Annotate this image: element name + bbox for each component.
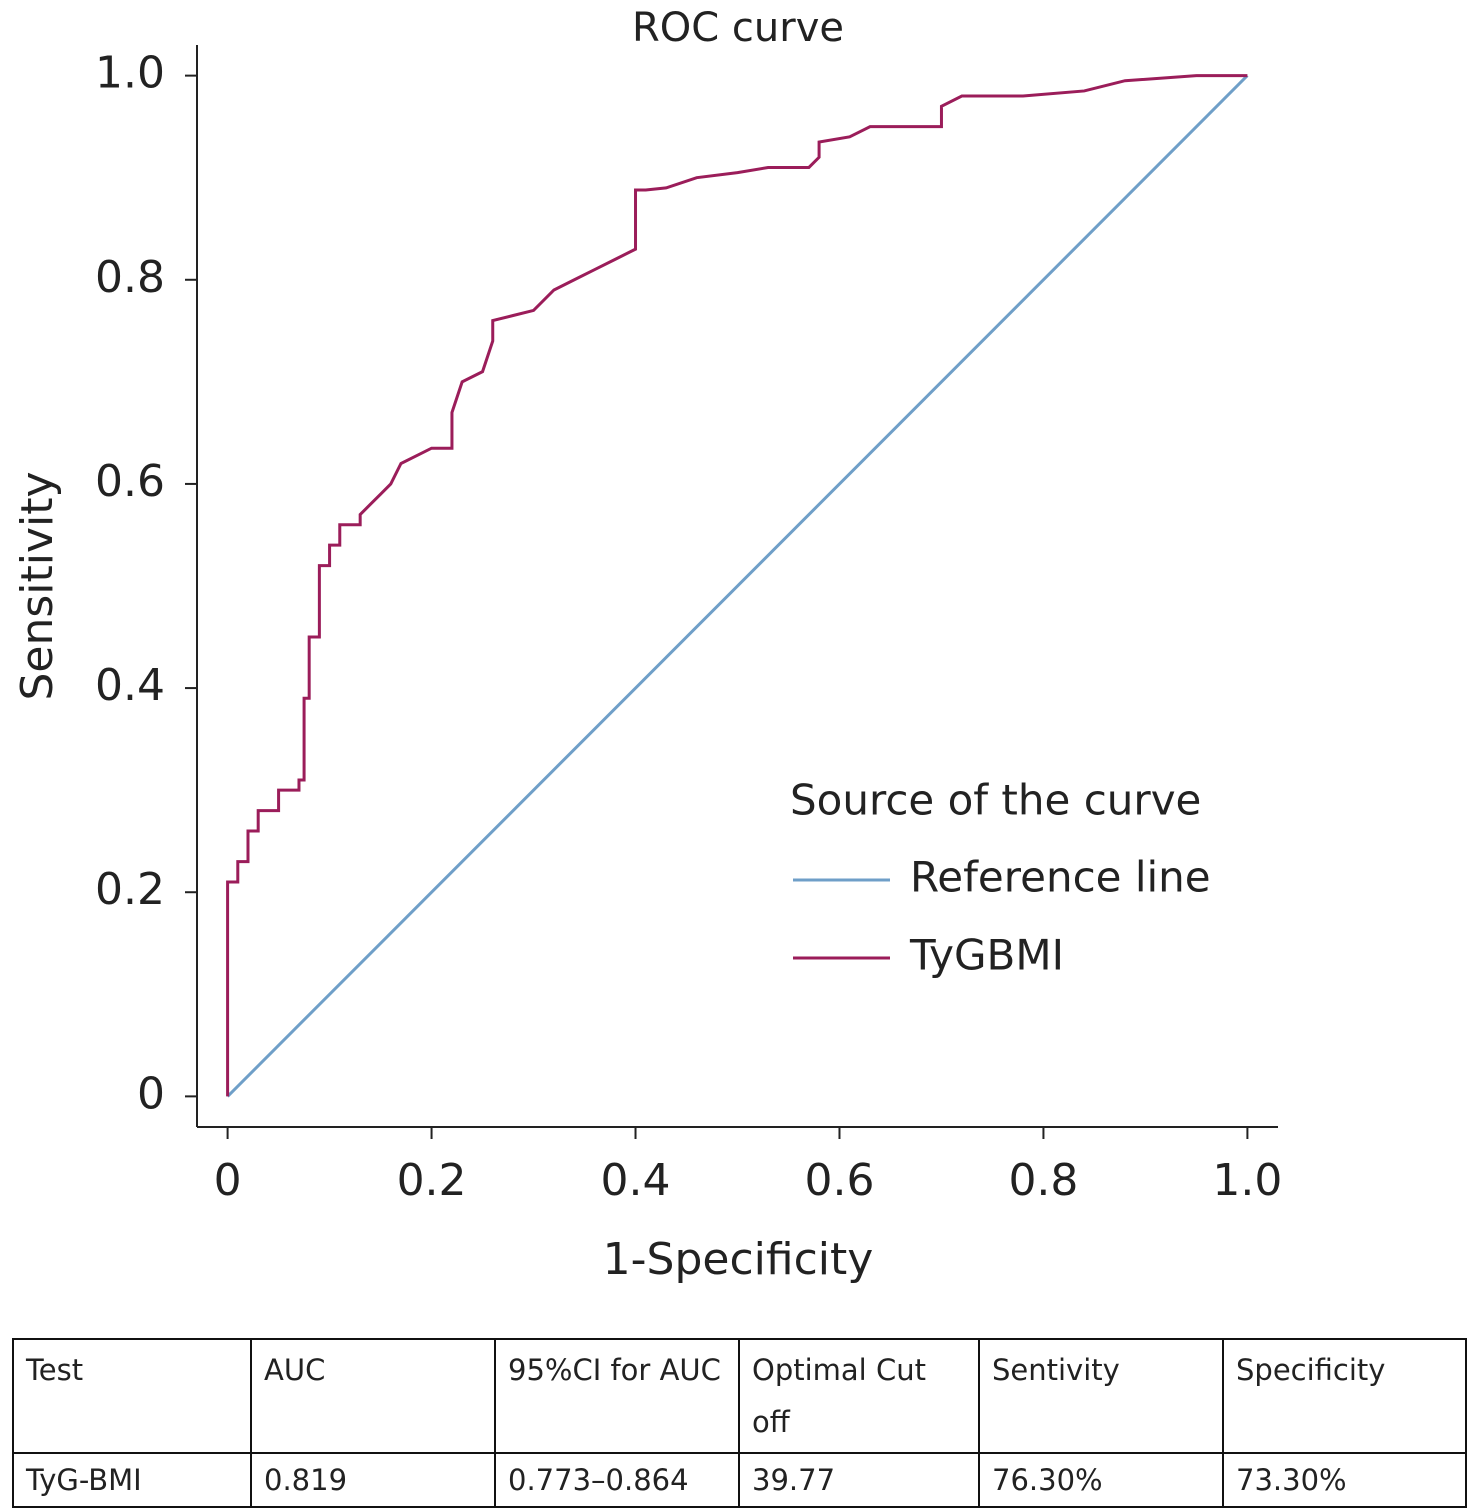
roc-line xyxy=(226,74,1249,1098)
table-cell: AUC xyxy=(250,1338,496,1454)
y-tick-label: 1.0 xyxy=(95,48,165,99)
y-tick-label: 0 xyxy=(137,1068,165,1119)
table-cell: Test xyxy=(12,1338,252,1454)
y-tick-label: 0.2 xyxy=(95,864,165,915)
table-cell: Sentivity xyxy=(978,1338,1224,1454)
table-row: Test AUC 95%CI for AUC Optimal Cut off Senti… xyxy=(12,1338,1467,1454)
x-tick-label: 0.2 xyxy=(397,1155,467,1206)
table-cell: 39.77 xyxy=(738,1452,980,1508)
y-tick-label: 0.6 xyxy=(95,456,165,507)
table-cell: Optimal Cut off xyxy=(738,1338,980,1454)
table-cell: 0.773–0.864 xyxy=(494,1452,740,1508)
legend-label: Reference line xyxy=(910,853,1211,902)
x-tick-label: 0 xyxy=(214,1155,242,1206)
table-cell: 73.30% xyxy=(1222,1452,1467,1508)
chart-title: ROC curve xyxy=(632,5,844,51)
table-cell: Specificity xyxy=(1222,1338,1467,1454)
y-tick-label: 0.4 xyxy=(95,660,165,711)
results-table: Test AUC 95%CI for AUC Optimal Cut off Senti… xyxy=(12,1338,1467,1508)
legend-title: Source of the curve xyxy=(790,776,1201,825)
x-tick-label: 0.4 xyxy=(601,1155,671,1206)
table-cell: 95%CI for AUC xyxy=(494,1338,740,1454)
legend-label: TyGBMI xyxy=(909,931,1064,980)
x-tick-label: 0.6 xyxy=(804,1155,874,1206)
y-axis-label: Sensitivity xyxy=(12,471,63,700)
chart: ROC curve 1-Specificity Sensitivity Sour… xyxy=(12,5,1282,1285)
x-tick-label: 1.0 xyxy=(1212,1155,1282,1206)
roc-line xyxy=(226,74,1248,1097)
table-cell: TyG-BMI xyxy=(12,1452,252,1508)
x-tick-label: 0.8 xyxy=(1008,1155,1078,1206)
table-cell: 0.819 xyxy=(250,1452,496,1508)
y-tick-label: 0.8 xyxy=(95,252,165,303)
x-axis-label: 1-Specificity xyxy=(603,1234,874,1285)
table-cell: 76.30% xyxy=(978,1452,1224,1508)
table-row: TyG-BMI 0.819 0.773–0.864 39.77 76.30% 73.30% xyxy=(12,1452,1467,1508)
